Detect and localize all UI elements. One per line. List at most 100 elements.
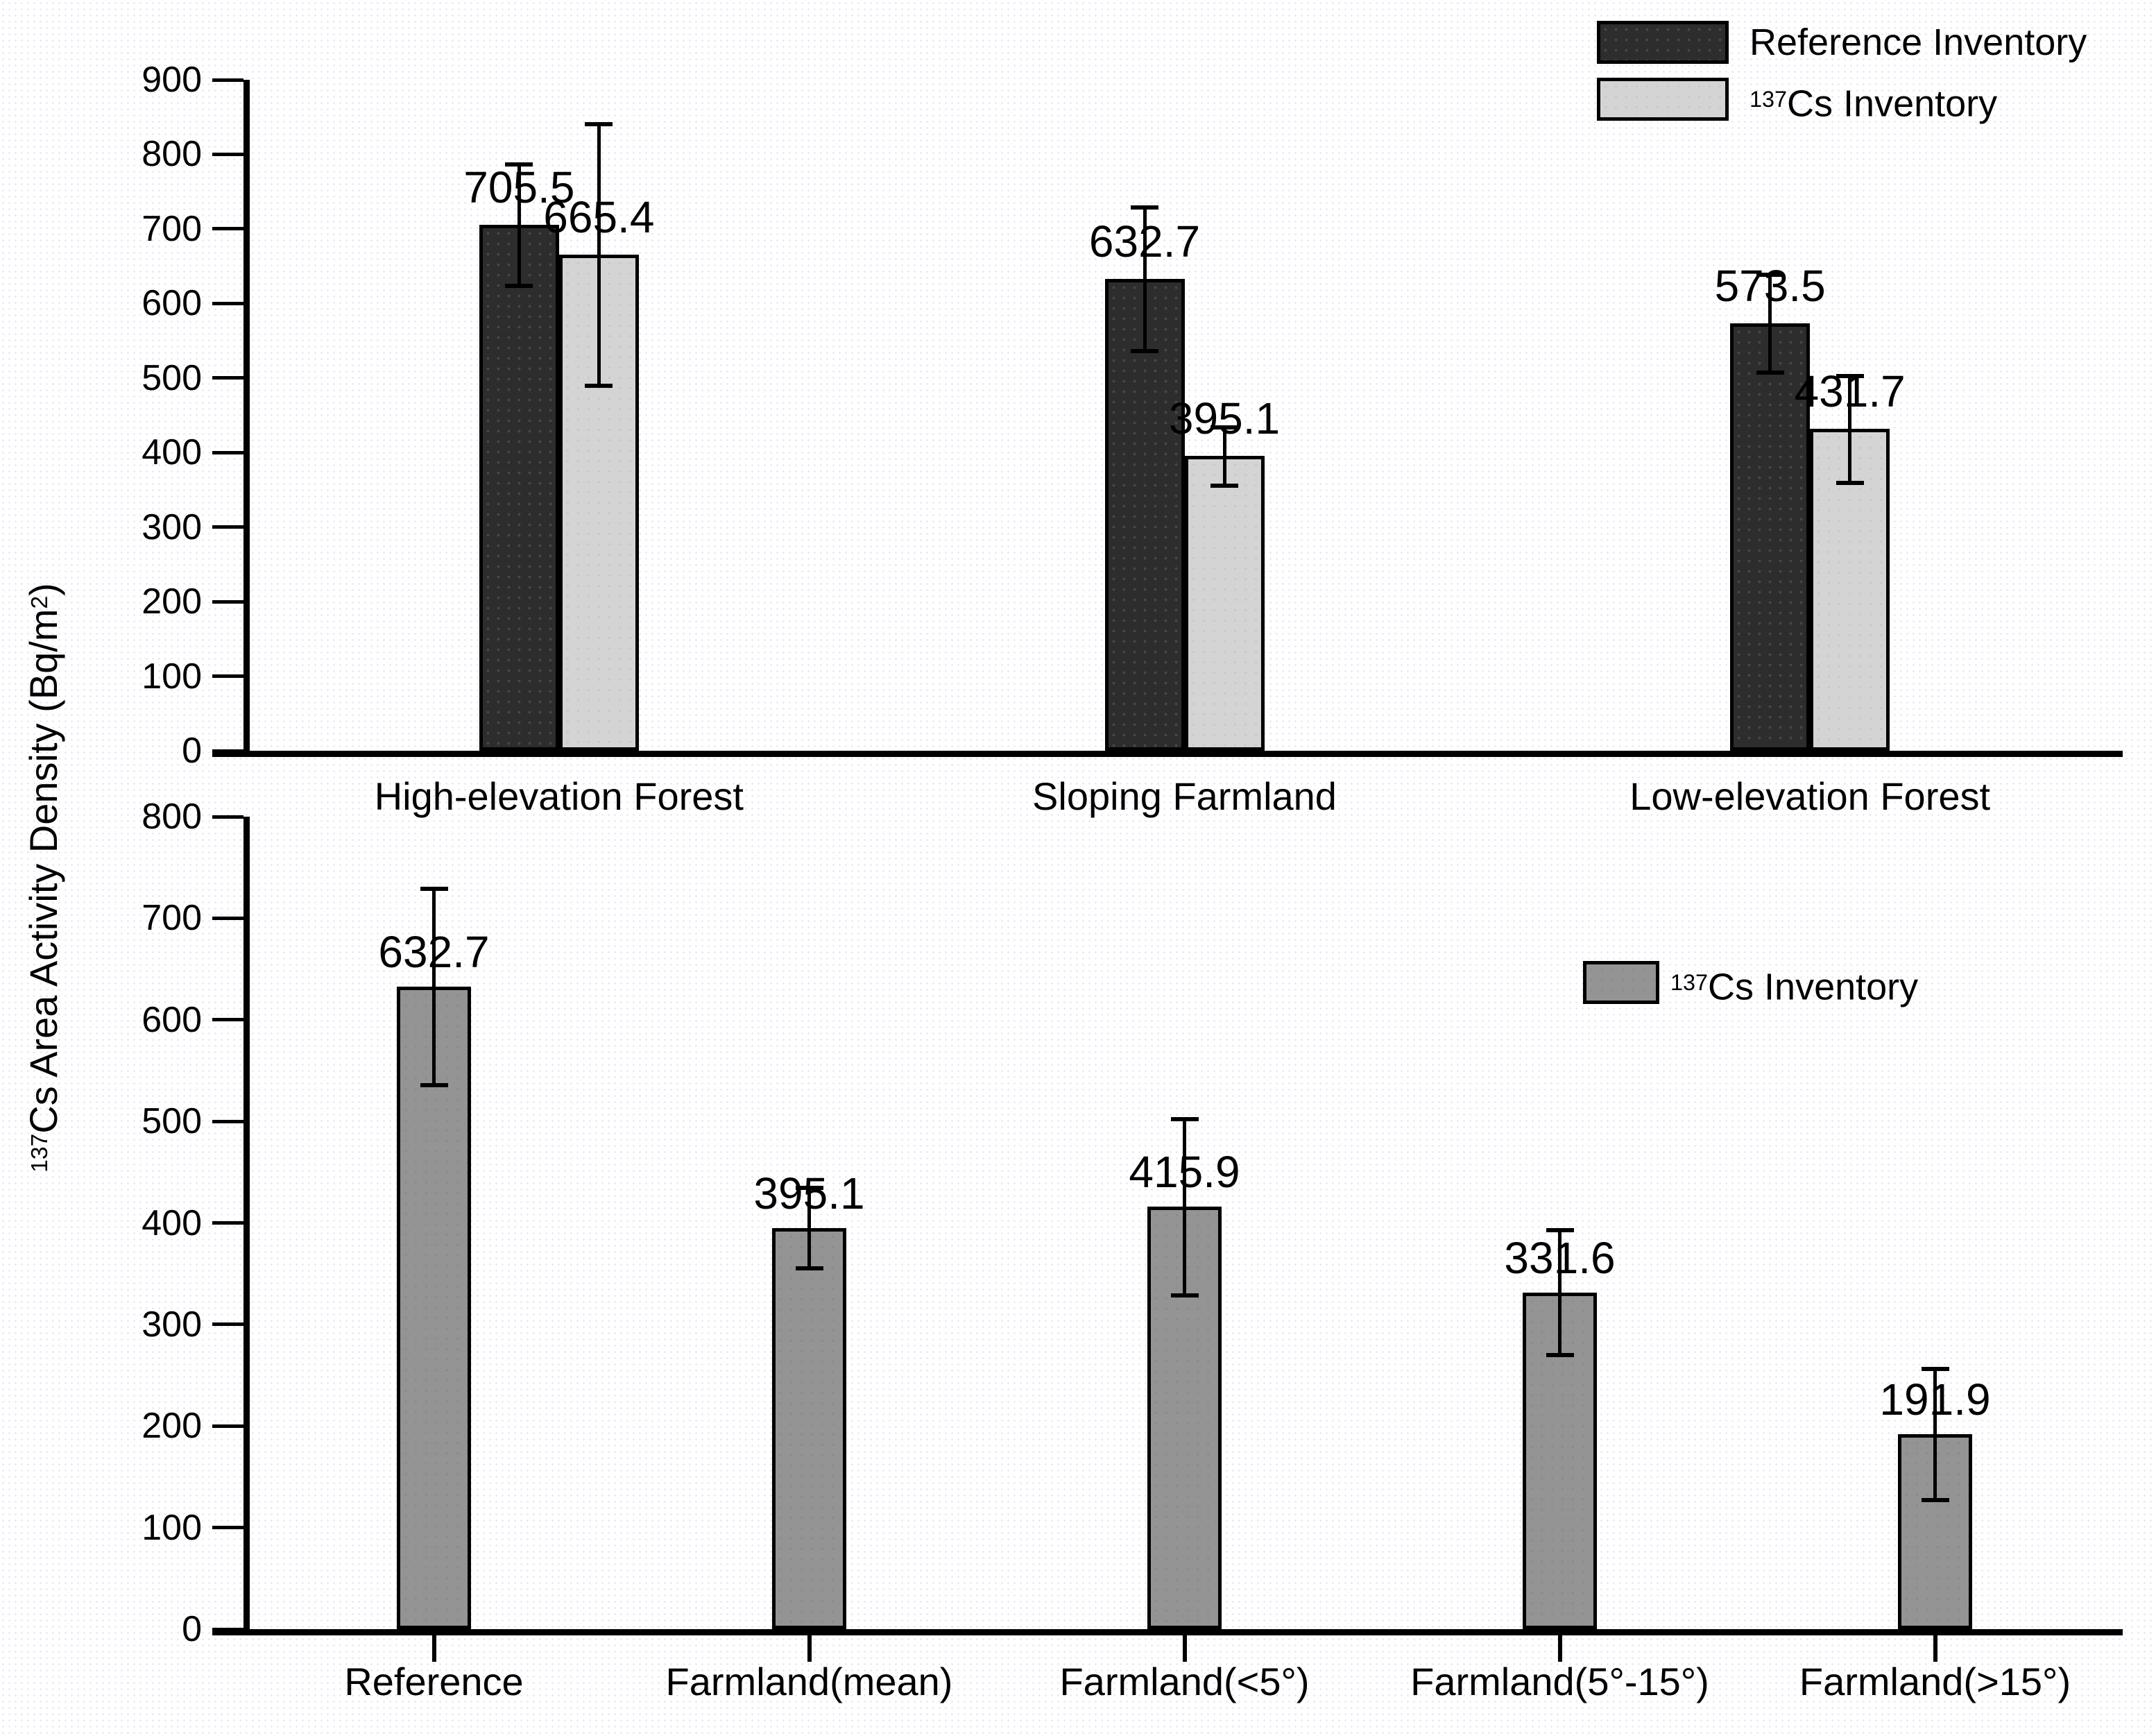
- error-bar-cap-bottom: [1546, 1353, 1574, 1358]
- y-tick: [212, 1018, 243, 1022]
- x-category-tick: [1933, 1635, 1937, 1662]
- legend-swatch: [1597, 78, 1729, 121]
- y-tick: [212, 674, 243, 679]
- bar-value-label: 573.5: [1714, 260, 1826, 311]
- y-tick-label: 200: [142, 1406, 202, 1447]
- y-tick-label: 100: [142, 1507, 202, 1548]
- y-tick: [212, 78, 243, 82]
- y-tick: [212, 1322, 243, 1327]
- y-tick-label: 500: [142, 357, 202, 398]
- error-bar-cap-bottom: [505, 284, 533, 289]
- error-bar-cap-bottom: [1921, 1498, 1949, 1503]
- error-bar-cap-top: [505, 162, 533, 167]
- bar-value-label: 632.7: [378, 926, 490, 977]
- bar-value-label: 395.1: [1168, 393, 1281, 444]
- y-tick-label: 400: [142, 1202, 202, 1243]
- error-bar: [1768, 273, 1772, 373]
- error-bar-cap-bottom: [1170, 1293, 1199, 1297]
- y-tick-label: 700: [142, 898, 202, 939]
- y-tick-label: 200: [142, 581, 202, 622]
- error-bar: [1933, 1368, 1937, 1501]
- error-bar: [597, 123, 601, 386]
- bar: [772, 1227, 846, 1629]
- x-category-tick: [1182, 1635, 1187, 1662]
- error-bar-cap-top: [1921, 1366, 1949, 1371]
- x-category-label: Farmland(<5°): [1059, 1660, 1310, 1703]
- y-tick-label: 100: [142, 656, 202, 697]
- bar: [1104, 279, 1185, 751]
- bar: [1184, 456, 1265, 751]
- error-bar-cap-bottom: [585, 384, 613, 389]
- x-category-tick: [431, 1635, 436, 1662]
- x-category-label: Low-elevation Forest: [1629, 774, 1991, 818]
- error-bar-cap-bottom: [1210, 484, 1238, 488]
- x-axis-line: [212, 1629, 2123, 1635]
- y-tick-label: 300: [142, 1304, 202, 1345]
- error-bar: [807, 1187, 811, 1269]
- error-bar-cap-top: [1170, 1116, 1199, 1121]
- y-tick-label: 600: [142, 999, 202, 1040]
- error-bar-cap-bottom: [420, 1082, 448, 1087]
- y-tick: [212, 376, 243, 380]
- y-tick: [212, 227, 243, 231]
- legend-label-superscript: 137: [1670, 970, 1709, 995]
- y-tick-label: 400: [142, 432, 202, 473]
- error-bar-cap-bottom: [1131, 349, 1158, 354]
- bar-value-label: 665.4: [543, 192, 655, 243]
- error-bar: [1558, 1229, 1562, 1356]
- bar-value-label: 431.7: [1794, 366, 1906, 417]
- y-tick: [212, 1526, 243, 1530]
- bar-value-label: 705.5: [463, 162, 575, 212]
- legend-entry-label: 137Cs Inventory: [1749, 83, 1998, 125]
- x-category-label: Farmland(5°-15°): [1410, 1660, 1709, 1703]
- y-tick: [212, 1119, 243, 1123]
- y-tick-label: 800: [142, 134, 202, 175]
- y-tick: [212, 525, 243, 529]
- error-bar-cap-top: [1546, 1227, 1574, 1232]
- error-bar: [1183, 1118, 1186, 1295]
- error-bar-cap-top: [585, 121, 613, 126]
- y-tick: [212, 301, 243, 305]
- error-bar: [1848, 375, 1852, 483]
- x-category-tick: [807, 1635, 812, 1662]
- error-bar-cap-top: [1756, 272, 1784, 277]
- error-bar: [1222, 426, 1226, 486]
- y-tick: [212, 152, 243, 156]
- x-category-label: Farmland(mean): [665, 1660, 953, 1703]
- y-tick: [212, 599, 243, 604]
- y-tick: [212, 450, 243, 454]
- y-axis-line: [243, 80, 250, 757]
- error-bar-cap-top: [1131, 205, 1158, 210]
- y-tick-label: 500: [142, 1101, 202, 1142]
- x-category-label: Sloping Farmland: [1032, 774, 1337, 818]
- x-category-tick: [1557, 1635, 1562, 1662]
- y-tick-label: 600: [142, 283, 202, 324]
- bar-value-label: 191.9: [1879, 1375, 1991, 1425]
- error-bar: [432, 887, 436, 1085]
- error-bar-cap-bottom: [1836, 480, 1864, 485]
- bar-value-label: 415.9: [1129, 1147, 1240, 1198]
- y-axis-line: [243, 817, 250, 1635]
- y-tick-label: 0: [182, 1609, 202, 1649]
- x-category-label: Reference: [344, 1660, 524, 1703]
- x-axis-line: [212, 751, 2123, 757]
- error-bar-cap-top: [1836, 373, 1864, 378]
- y-tick: [212, 815, 243, 819]
- legend-entry-label: 137Cs Inventory: [1670, 966, 1919, 1008]
- error-bar-cap-top: [795, 1186, 823, 1191]
- bar-value-label: 331.6: [1504, 1232, 1616, 1283]
- error-bar-cap-bottom: [795, 1266, 823, 1271]
- bar-value-label: 632.7: [1088, 216, 1201, 267]
- bar: [1730, 323, 1811, 751]
- legend-swatch: [1583, 961, 1659, 1004]
- y-tick: [212, 1221, 243, 1225]
- legend-entry-label: Reference Inventory: [1749, 22, 2087, 63]
- x-category-label: Farmland(>15°): [1799, 1660, 2071, 1703]
- x-category-label: High-elevation Forest: [374, 774, 744, 818]
- y-tick-label: 700: [142, 208, 202, 249]
- legend-swatch: [1597, 21, 1729, 64]
- y-tick-label: 300: [142, 507, 202, 547]
- error-bar: [517, 163, 521, 287]
- error-bar-cap-top: [1210, 425, 1238, 429]
